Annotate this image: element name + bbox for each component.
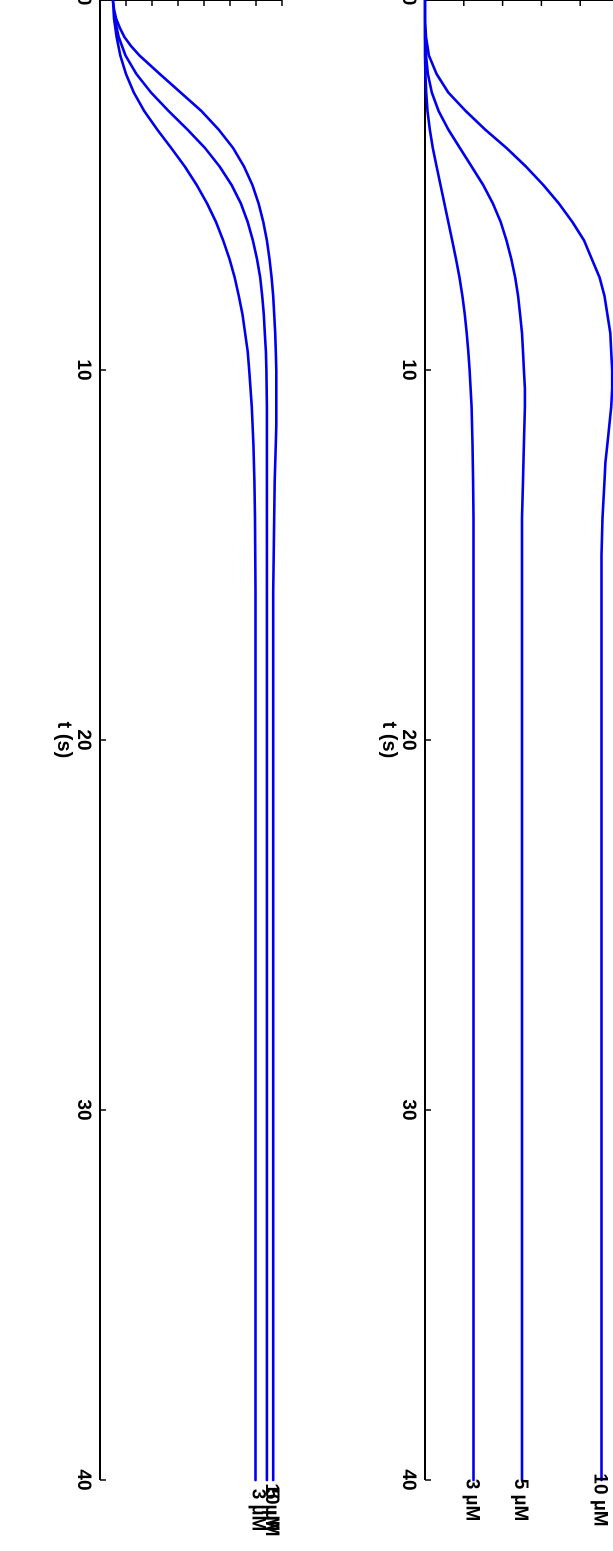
x-tick-label: 10 bbox=[73, 359, 94, 380]
x-tick-label: 10 bbox=[398, 359, 419, 380]
x-tick-label: 20 bbox=[73, 729, 94, 750]
x-tick-label: 0 bbox=[73, 0, 94, 5]
series-line-0 bbox=[111, 0, 278, 1482]
series-line-1 bbox=[111, 0, 269, 1482]
x-axis-title: t (s) bbox=[53, 722, 75, 759]
series-line-1 bbox=[423, 0, 527, 1482]
series-line-2 bbox=[111, 0, 257, 1482]
x-tick-label: 30 bbox=[398, 1099, 419, 1120]
x-tick-label: 40 bbox=[73, 1469, 94, 1490]
series-label-1: 5 µM bbox=[261, 1489, 282, 1532]
x-axis-title: t (s) bbox=[378, 722, 400, 759]
filament-count-chart-plot: 01020304011.21.41.61.82t (s)Average Numb… bbox=[378, 0, 613, 1527]
series-label-0: 10 µM bbox=[261, 1483, 282, 1536]
series-line-2 bbox=[423, 0, 475, 1482]
series-label-2: 3 µM bbox=[462, 1479, 483, 1522]
series-label-2: 3 µM bbox=[247, 1489, 268, 1532]
series-line-0 bbox=[423, 0, 613, 1482]
series-label-0: 10 µM bbox=[590, 1473, 611, 1526]
filament-count-chart-panel: 01020304011.21.41.61.82t (s)Average Numb… bbox=[378, 0, 613, 1527]
length-chart-plot: 01020304005101520253035t (s)Filament/Bun… bbox=[53, 0, 283, 1537]
x-tick-label: 0 bbox=[398, 0, 419, 5]
x-tick-label: 30 bbox=[73, 1099, 94, 1120]
series-label-1: 5 µM bbox=[510, 1479, 531, 1522]
x-tick-label: 40 bbox=[398, 1469, 419, 1490]
x-tick-label: 20 bbox=[398, 729, 419, 750]
length-chart-panel: 01020304005101520253035t (s)Filament/Bun… bbox=[53, 0, 283, 1537]
